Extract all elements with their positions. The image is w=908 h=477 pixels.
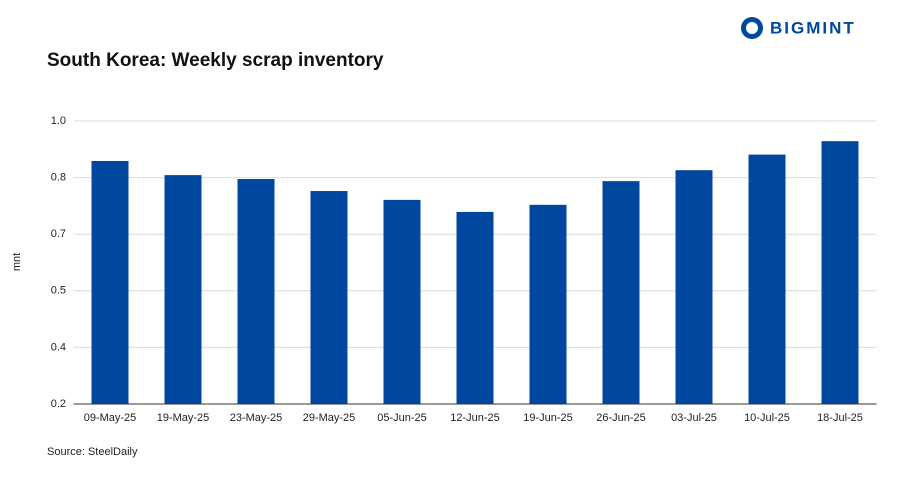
y-axis-label: mnt bbox=[11, 253, 23, 271]
x-tick-label: 09-May-25 bbox=[84, 412, 137, 424]
bar bbox=[310, 191, 348, 404]
bar bbox=[383, 199, 421, 404]
bar bbox=[675, 170, 713, 404]
logo: BIGMINT bbox=[741, 17, 856, 39]
brand: BIGMINT bbox=[770, 18, 856, 37]
y-tick-label: 0.7 bbox=[51, 228, 66, 240]
x-tick-label: 05-Jun-25 bbox=[377, 412, 427, 424]
y-tick-label: 0.5 bbox=[51, 285, 66, 297]
x-tick-label: 29-May-25 bbox=[303, 412, 356, 424]
x-tick-label: 10-Jul-25 bbox=[744, 412, 790, 424]
bar bbox=[748, 154, 786, 404]
bar bbox=[237, 179, 275, 404]
x-tick-label: 23-May-25 bbox=[230, 412, 283, 424]
bar bbox=[91, 160, 129, 404]
bar bbox=[456, 211, 494, 404]
logo-icon-inner bbox=[746, 22, 758, 34]
y-tick-label: 1.0 bbox=[51, 115, 66, 127]
y-tick-label: 0.2 bbox=[51, 398, 66, 410]
chart-title: South Korea: Weekly scrap inventory bbox=[47, 50, 384, 71]
x-tick-label: 03-Jul-25 bbox=[671, 412, 717, 424]
x-tick-label: 19-Jun-25 bbox=[523, 412, 573, 424]
bar bbox=[529, 204, 567, 404]
bar bbox=[602, 181, 640, 404]
bar bbox=[164, 175, 202, 404]
x-tick-label: 26-Jun-25 bbox=[596, 412, 646, 424]
bar bbox=[821, 141, 859, 404]
x-tick-label: 19-May-25 bbox=[157, 412, 210, 424]
x-tick-label: 18-Jul-25 bbox=[817, 412, 863, 424]
y-tick-label: 0.8 bbox=[51, 172, 66, 184]
y-tick-label: 0.4 bbox=[51, 341, 66, 353]
x-tick-label: 12-Jun-25 bbox=[450, 412, 500, 424]
source: Source: SteelDaily bbox=[47, 446, 138, 458]
